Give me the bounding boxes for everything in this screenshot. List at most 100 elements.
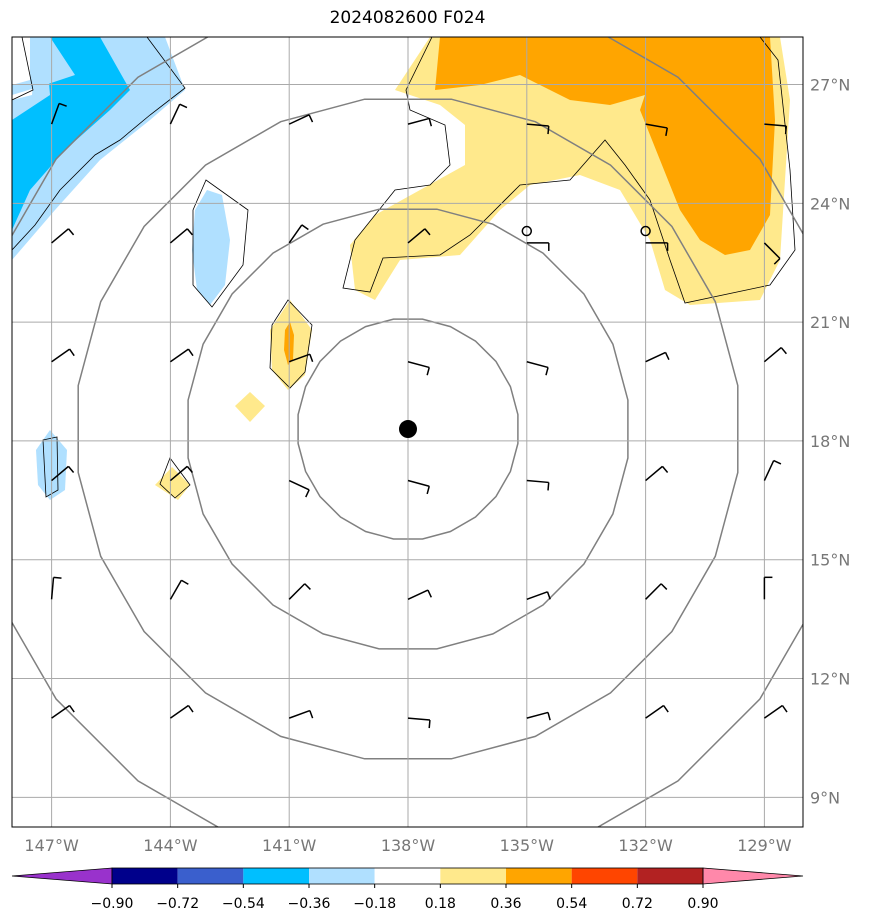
wind-barb-38 <box>407 117 433 127</box>
wind-barb-37 <box>288 114 314 125</box>
wind-barb-4 <box>526 711 551 721</box>
fill-orange-ne <box>435 37 775 255</box>
lat-tick-label-0: 9°N <box>810 788 840 807</box>
colorbar-segment-5 <box>440 868 506 884</box>
contour-line-4 <box>42 436 59 498</box>
wind-barb-2 <box>288 709 314 719</box>
wind-barb-18 <box>526 479 550 491</box>
colorbar-segment-7 <box>571 868 638 884</box>
colorbar-extend-high <box>702 867 804 885</box>
wind-barb-20 <box>763 459 782 481</box>
wind-barb-19 <box>645 465 669 482</box>
wind-barb-15 <box>169 465 193 482</box>
wind-barb-0 <box>51 704 75 719</box>
wind-barb-16 <box>288 479 310 498</box>
colorbar-label-8: 0.72 <box>622 896 653 912</box>
range-ring-2 <box>77 98 739 760</box>
wind-barb-10 <box>407 589 432 600</box>
wind-barb-8 <box>169 579 189 600</box>
colorbar-label-0: −0.90 <box>91 896 134 912</box>
wind-barb-30 <box>288 224 309 244</box>
colorbar-label-6: 0.36 <box>490 896 521 912</box>
lon-tick-label-6: 129°W <box>737 836 792 855</box>
lon-tick-label-5: 132°W <box>618 836 673 855</box>
markers <box>399 225 651 439</box>
contour-lines <box>12 37 796 499</box>
wind-barb-14 <box>51 465 75 482</box>
lon-tick-label-1: 144°W <box>143 836 198 855</box>
open-marker-1 <box>640 225 651 237</box>
wind-barb-34 <box>763 242 781 265</box>
wind-barb-21 <box>51 348 75 363</box>
plot-frame <box>11 36 804 828</box>
lon-tick-labels: 147°W 144°W 141°W 138°W 135°W 132°W 129°W <box>24 836 791 855</box>
range-ring-0 <box>297 318 519 540</box>
colorbar-label-5: 0.18 <box>425 896 456 912</box>
wind-barb-27 <box>763 347 787 363</box>
wind-barb-29 <box>169 228 193 244</box>
wind-barb-39 <box>526 123 550 135</box>
colorbar-segment-0 <box>112 868 178 884</box>
wind-barbs <box>50 102 788 729</box>
colorbar-segment-8 <box>637 868 703 884</box>
colorbar-label-2: −0.54 <box>222 896 265 912</box>
wind-barb-23 <box>288 353 314 363</box>
contour-line-2 <box>12 37 34 101</box>
wind-barb-32 <box>526 242 550 251</box>
wind-barb-13 <box>763 576 773 600</box>
colorbar-label-7: 0.54 <box>556 896 587 912</box>
contour-line-3 <box>192 179 249 308</box>
colorbar-label-4: −0.18 <box>353 896 396 912</box>
wind-barb-1 <box>169 704 194 719</box>
wind-barb-36 <box>169 103 188 125</box>
range-ring-3 <box>12 37 803 827</box>
lat-tick-label-3: 18°N <box>810 432 850 451</box>
colorbar-segment-6 <box>506 868 572 884</box>
wind-barb-12 <box>645 583 668 600</box>
contour-line-7 <box>159 457 191 499</box>
open-marker-0 <box>521 225 533 237</box>
wind-barb-28 <box>51 228 75 244</box>
colorbar-label-9: 0.90 <box>687 896 718 912</box>
lon-tick-label-2: 141°W <box>262 836 317 855</box>
fill-yellow-small-2 <box>235 392 265 422</box>
lon-tick-label-0: 147°W <box>24 836 79 855</box>
range-rings <box>12 37 803 827</box>
wind-barb-9 <box>288 583 311 600</box>
colorbar-segment-3 <box>309 868 375 884</box>
lon-tick-label-3: 138°W <box>381 836 436 855</box>
fill-yellow-small-3 <box>155 467 190 500</box>
lat-tick-labels: 9°N 12°N 15°N 18°N 21°N 24°N 27°N <box>810 76 850 808</box>
fill-sky-blue-nw <box>12 37 130 230</box>
wind-barb-3 <box>407 717 431 729</box>
contour-line-1 <box>12 37 186 251</box>
lat-tick-label-4: 21°N <box>810 313 850 332</box>
colorbar-segment-2 <box>243 868 309 884</box>
lat-tick-label-6: 27°N <box>810 76 850 95</box>
colorbar-frame <box>111 867 704 885</box>
wind-barb-33 <box>645 242 669 251</box>
wind-barb-25 <box>526 360 549 376</box>
wind-barb-6 <box>763 704 788 719</box>
wind-barb-5 <box>645 704 669 719</box>
fill-light-blue-nw2 <box>12 37 75 95</box>
colorbar-label-3: −0.36 <box>288 896 331 912</box>
colorbar-label-1: −0.72 <box>156 896 199 912</box>
wind-barb-41 <box>764 123 788 135</box>
wind-barb-35 <box>50 102 67 125</box>
wind-barb-17 <box>407 479 430 495</box>
lat-tick-label-1: 12°N <box>810 670 850 689</box>
wind-barb-24 <box>407 360 430 376</box>
wind-barb-11 <box>526 591 551 601</box>
lat-tick-label-5: 24°N <box>810 194 850 213</box>
center-marker <box>399 420 417 439</box>
contour-line-5 <box>342 37 796 304</box>
wind-barb-26 <box>645 351 670 363</box>
colorbar: −0.90 −0.72 −0.54 −0.36 −0.18 0.18 0.36 0.54 0.7… <box>11 867 804 912</box>
range-ring-1 <box>187 208 629 650</box>
wind-barb-40 <box>645 123 669 136</box>
colorbar-segment-4 <box>374 868 441 884</box>
wind-barb-7 <box>50 576 62 600</box>
fill-light-blue-blob <box>192 190 230 305</box>
